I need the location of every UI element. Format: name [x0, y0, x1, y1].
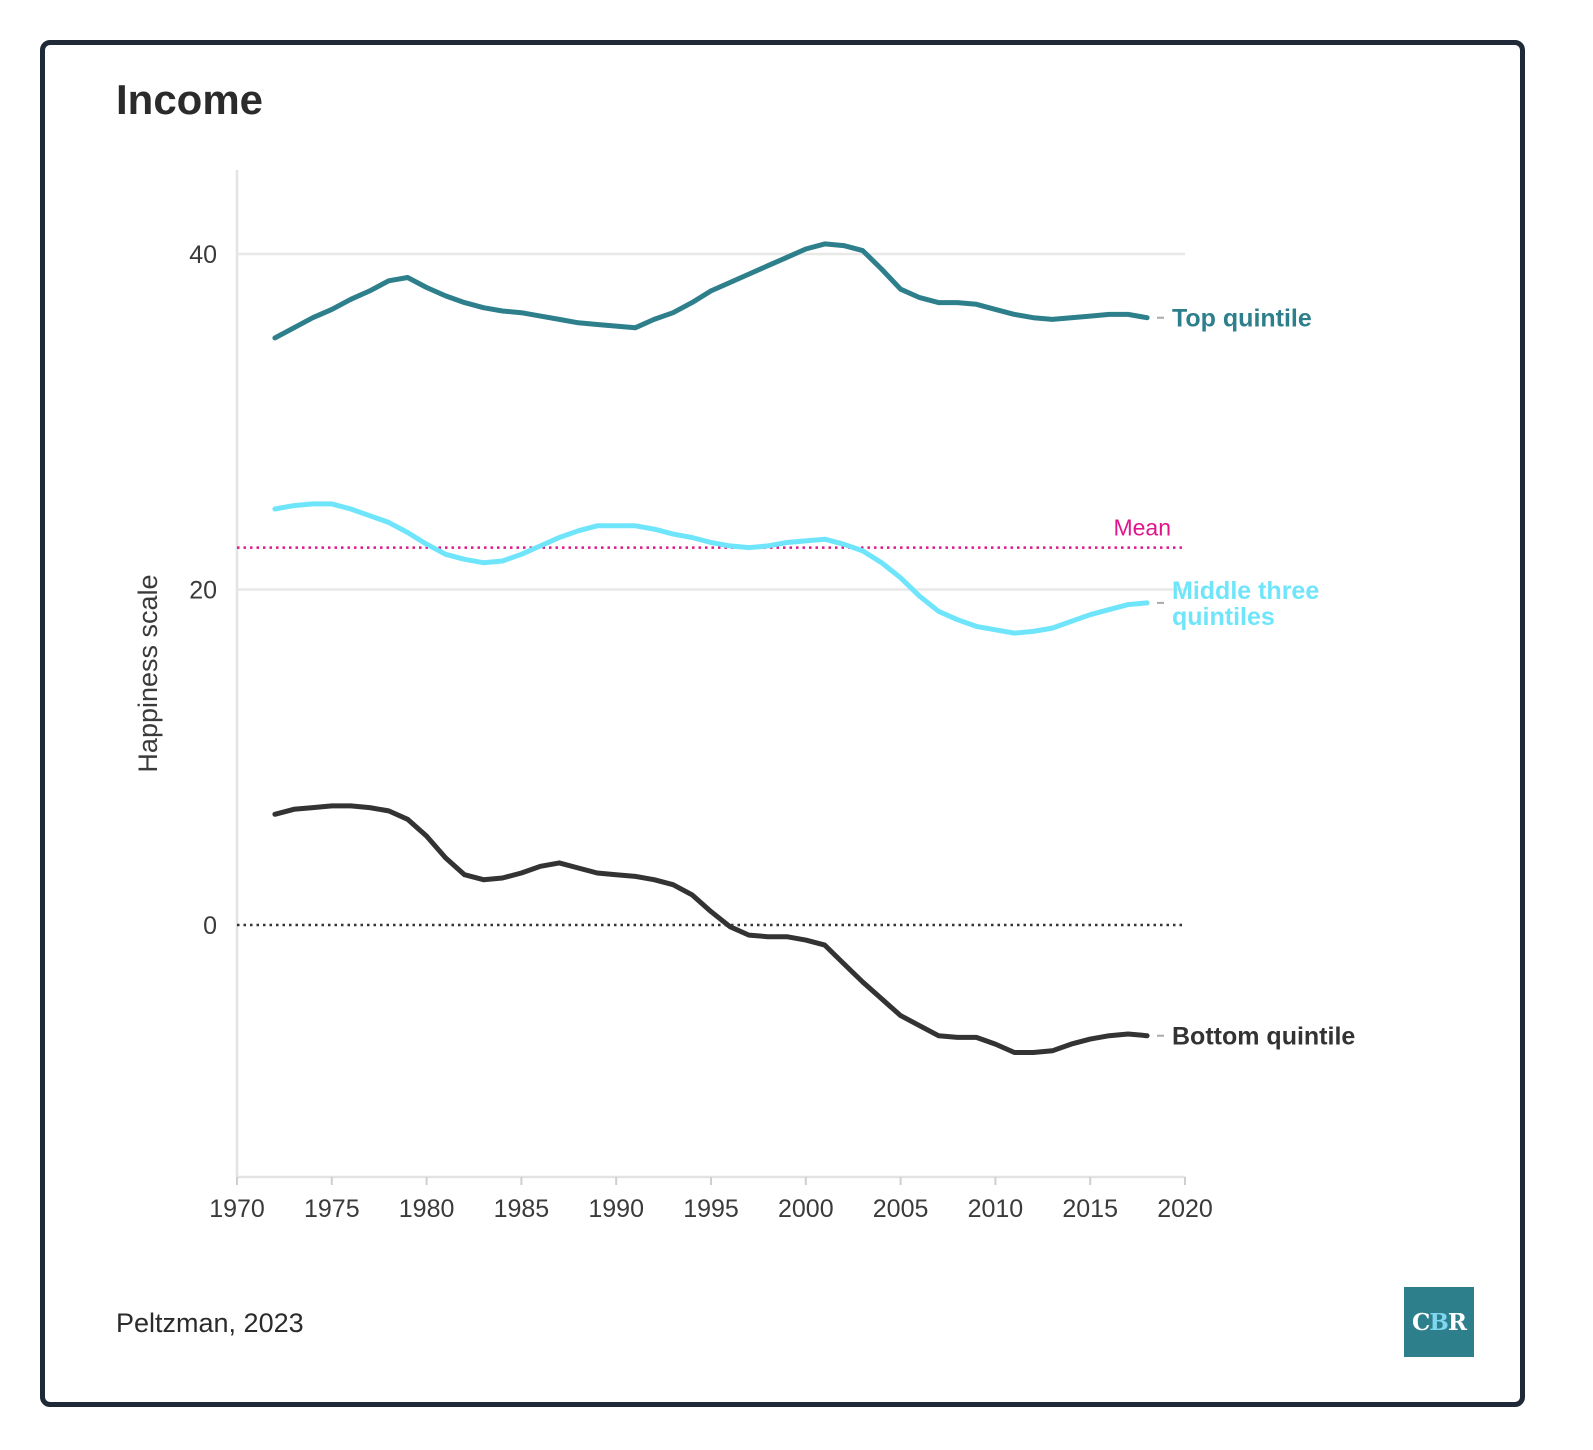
x-tick-label: 2005: [873, 1195, 929, 1223]
series-label-middle-three-quintiles: Middle three quintiles: [1172, 577, 1319, 631]
grid-layer: [237, 252, 1185, 591]
x-tick-label: 2000: [778, 1195, 834, 1223]
y-tick-label: 40: [189, 241, 217, 269]
series-layer: [272, 241, 1150, 1055]
y-axis-title: Happiness scale: [133, 574, 163, 772]
y-tick-label: 20: [189, 577, 217, 605]
x-tick-label: 1970: [209, 1195, 265, 1223]
logo-letter-r: R: [1447, 1308, 1467, 1336]
series-label-bottom-quintile: Bottom quintile: [1172, 1023, 1355, 1051]
x-tick-label: 2020: [1157, 1195, 1213, 1223]
x-tick-label: 1985: [494, 1195, 550, 1223]
x-tick-label: 1975: [304, 1195, 360, 1223]
x-tick-label: 2010: [968, 1195, 1024, 1223]
logo-letter-c: C: [1412, 1308, 1430, 1336]
reference-lines: Mean: [237, 515, 1185, 927]
series-line-bottom-quintile: [272, 803, 1150, 1055]
mean-label: Mean: [1113, 515, 1171, 541]
series-line-middle-three-quintiles: [272, 501, 1150, 636]
x-tick-label: 2015: [1062, 1195, 1118, 1223]
x-tick-label: 1990: [588, 1195, 644, 1223]
axis-layer: 0 20 40 1970 1975 1980 1985 1990 1995 2000 2005 201…: [133, 170, 1213, 1223]
source-note: Peltzman, 2023: [116, 1308, 304, 1338]
logo-letter-b: B: [1429, 1308, 1448, 1336]
y-tick-label: 0: [203, 912, 217, 940]
series-line-top-quintile: [272, 241, 1150, 341]
series-label-top-quintile: Top quintile: [1172, 305, 1312, 333]
chart-title: Income: [116, 76, 264, 123]
series-labels: Top quintile Middle three quintiles Bottom …: [1157, 305, 1355, 1051]
chart-card: [40, 40, 1525, 1407]
x-tick-label: 1995: [683, 1195, 739, 1223]
x-tick-label: 1980: [399, 1195, 455, 1223]
